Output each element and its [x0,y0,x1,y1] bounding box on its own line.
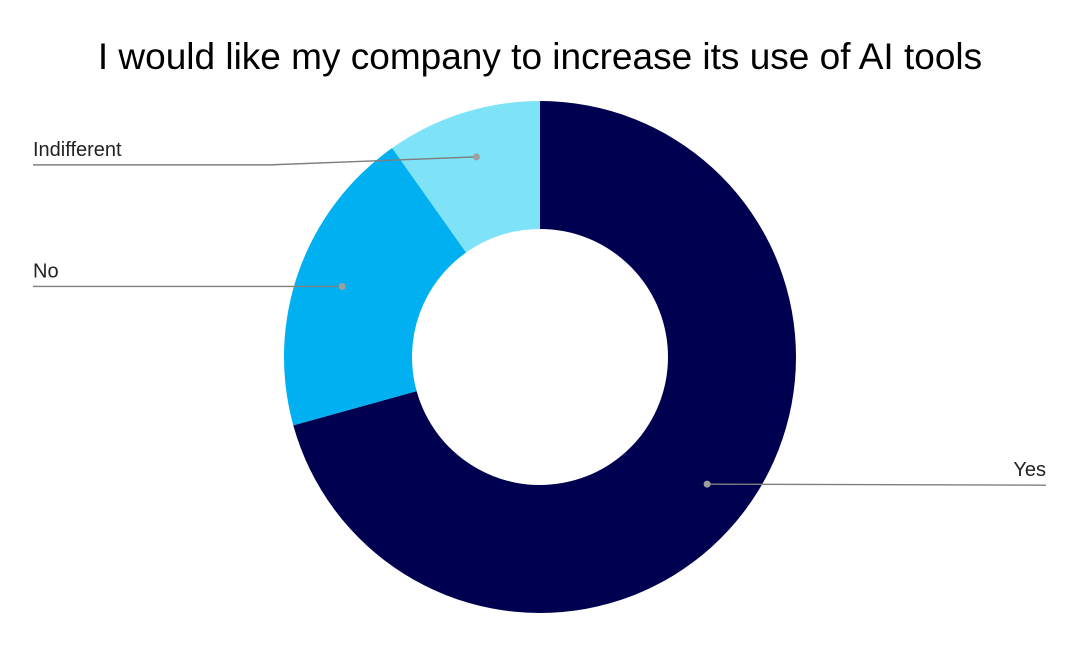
leader-dot-indifferent [472,153,480,161]
leader-line-indifferent [33,156,477,166]
slice-label-no: No [33,260,59,282]
slices-layer [284,101,796,613]
labels-layer: Yes No Indifferent [33,139,1047,488]
leader-dot-yes [703,480,711,488]
slice-label-yes: Yes [1013,459,1046,481]
chart-title: I would like my company to increase its … [97,36,983,77]
slice-indifferent [392,101,540,253]
slice-no [284,148,467,426]
leader-line-yes [707,483,1047,486]
slice-label-indifferent: Indifferent [33,139,122,161]
leader-dot-no [338,282,346,290]
slice-yes [293,101,796,613]
